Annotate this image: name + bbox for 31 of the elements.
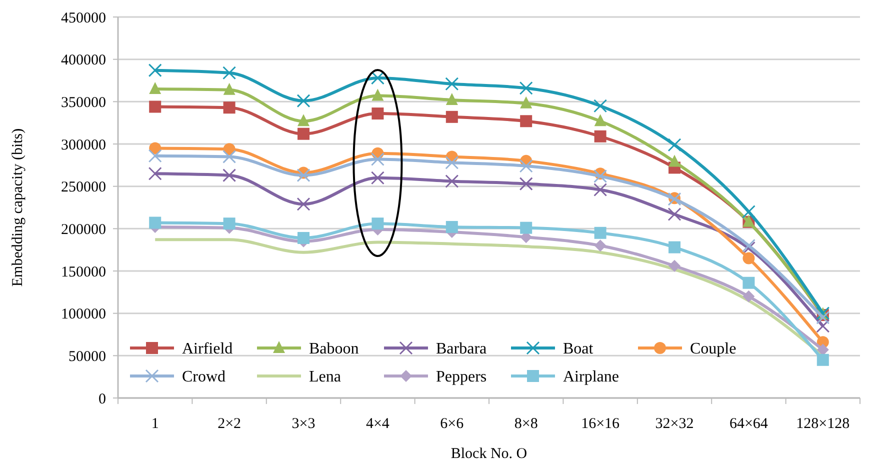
y-tick-label: 250000 <box>61 180 106 196</box>
x-tick-label: 64×64 <box>729 416 768 432</box>
x-tick-label: 16×16 <box>581 416 620 432</box>
y-tick-label: 50000 <box>68 348 106 365</box>
x-tick-label: 3×3 <box>292 416 316 432</box>
y-tick-label: 150000 <box>61 264 106 280</box>
y-tick-label: 400000 <box>61 52 106 69</box>
x-tick-label: 2×2 <box>218 416 242 432</box>
y-tick-label: 450000 <box>61 10 106 26</box>
legend-label: Airplane <box>563 368 619 386</box>
x-tick-label: 32×32 <box>655 416 694 432</box>
legend-label: Couple <box>690 340 736 358</box>
y-tick-label: 300000 <box>61 137 106 154</box>
x-tick-label: 128×128 <box>796 416 850 432</box>
legend-label: Lena <box>309 368 341 386</box>
legend-label: Airfield <box>182 340 233 358</box>
y-axis-title: Embedding capacity (bits) <box>10 128 26 287</box>
x-axis-title: Block No. O <box>450 446 528 462</box>
y-tick-label: 100000 <box>61 306 106 323</box>
legend-label: Baboon <box>309 340 359 358</box>
legend-label: Boat <box>563 340 594 358</box>
y-tick-label: 350000 <box>61 94 106 111</box>
legend-label: Peppers <box>436 368 487 386</box>
legend-label: Barbara <box>436 340 487 358</box>
x-tick-label: 6×6 <box>440 416 464 432</box>
x-tick-label: 4×4 <box>366 416 390 432</box>
y-tick-label: 200000 <box>61 222 106 238</box>
x-tick-label: 8×8 <box>514 416 538 432</box>
y-tick-label: 0 <box>98 391 106 408</box>
x-tick-label: 1 <box>151 416 159 432</box>
legend-label: Crowd <box>182 368 226 386</box>
